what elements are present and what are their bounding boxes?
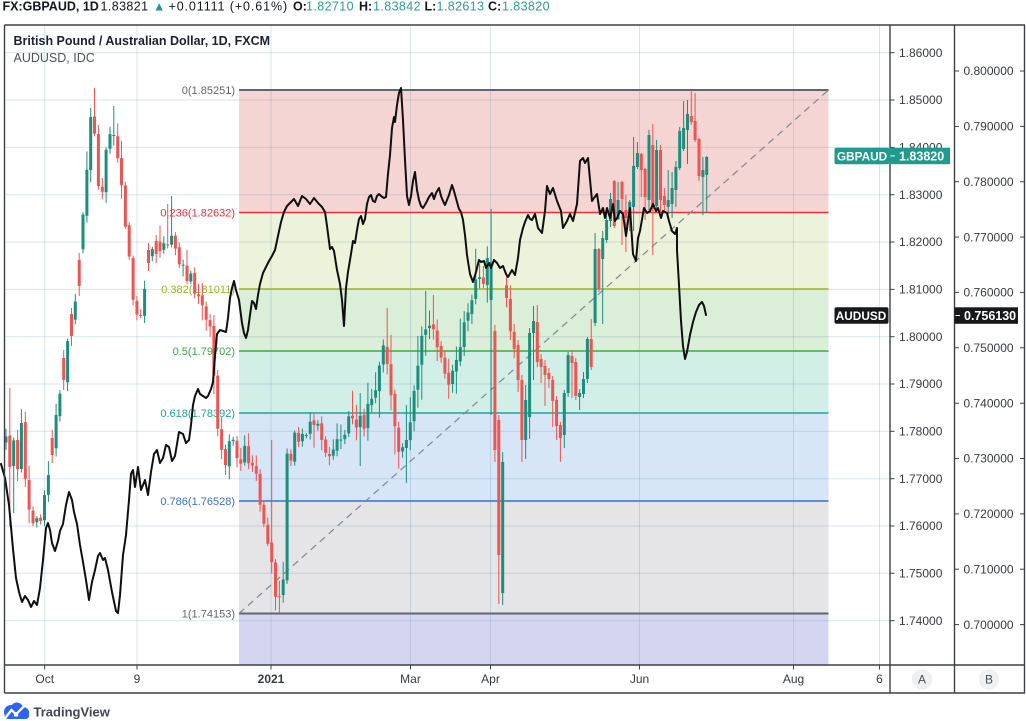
svg-text:1.81000: 1.81000 [899,283,943,297]
svg-text:0.618(1.78392): 0.618(1.78392) [160,408,235,420]
svg-text:0.700000: 0.700000 [964,618,1014,632]
svg-text:AUDUSD, IDC: AUDUSD, IDC [14,51,95,65]
svg-text:0.770000: 0.770000 [964,230,1014,244]
svg-text:A: A [918,673,926,687]
svg-text:B: B [985,673,993,687]
svg-text:2021: 2021 [258,672,285,686]
svg-text:9: 9 [134,672,141,686]
svg-text:TradingView: TradingView [34,705,111,720]
svg-text:1.83820: 1.83820 [899,149,944,163]
svg-text:1.85000: 1.85000 [899,93,943,107]
svg-text:1.75000: 1.75000 [899,567,943,581]
svg-text:1.83000: 1.83000 [899,188,943,202]
svg-text:British Pound / Australian Dol: British Pound / Australian Dollar, 1D, F… [14,34,271,48]
svg-text:Jun: Jun [630,672,649,686]
svg-text:1.79000: 1.79000 [899,377,943,391]
svg-text:0.750000: 0.750000 [964,341,1014,355]
svg-text:0.780000: 0.780000 [964,175,1014,189]
svg-text:1.78000: 1.78000 [899,425,943,439]
svg-text:1.74000: 1.74000 [899,614,943,628]
svg-text:0.800000: 0.800000 [964,64,1014,78]
svg-text:FX:GBPAUD, 1D1.83821▲+0.01111: FX:GBPAUD, 1D 1.83821 ▲ +0.01111 (+0.61%) O:… [3,0,550,14]
svg-text:0.720000: 0.720000 [964,507,1014,521]
svg-text:0.786(1.76528): 0.786(1.76528) [160,496,235,508]
svg-text:0.756130: 0.756130 [964,309,1016,323]
svg-text:1.76000: 1.76000 [899,519,943,533]
svg-text:0.740000: 0.740000 [964,396,1014,410]
svg-text:0.5(1.79702): 0.5(1.79702) [173,346,235,358]
svg-text:Oct: Oct [35,672,54,686]
svg-text:6: 6 [876,672,883,686]
svg-text:Aug: Aug [783,672,804,686]
svg-text:1.82000: 1.82000 [899,235,943,249]
svg-text:AUDUSD: AUDUSD [836,309,887,323]
svg-text:1(1.74153): 1(1.74153) [182,609,235,621]
svg-text:1.77000: 1.77000 [899,472,943,486]
svg-text:GBPAUD: GBPAUD [837,149,888,163]
svg-text:0.730000: 0.730000 [964,452,1014,466]
svg-text:0(1.85251): 0(1.85251) [182,85,235,97]
svg-text:0.760000: 0.760000 [964,286,1014,300]
svg-text:1.80000: 1.80000 [899,330,943,344]
svg-text:Apr: Apr [481,672,500,686]
svg-text:1.86000: 1.86000 [899,46,943,60]
svg-text:0.236(1.82632): 0.236(1.82632) [160,208,235,220]
svg-text:0.710000: 0.710000 [964,562,1014,576]
svg-text:0.790000: 0.790000 [964,120,1014,134]
svg-text:Mar: Mar [400,672,421,686]
